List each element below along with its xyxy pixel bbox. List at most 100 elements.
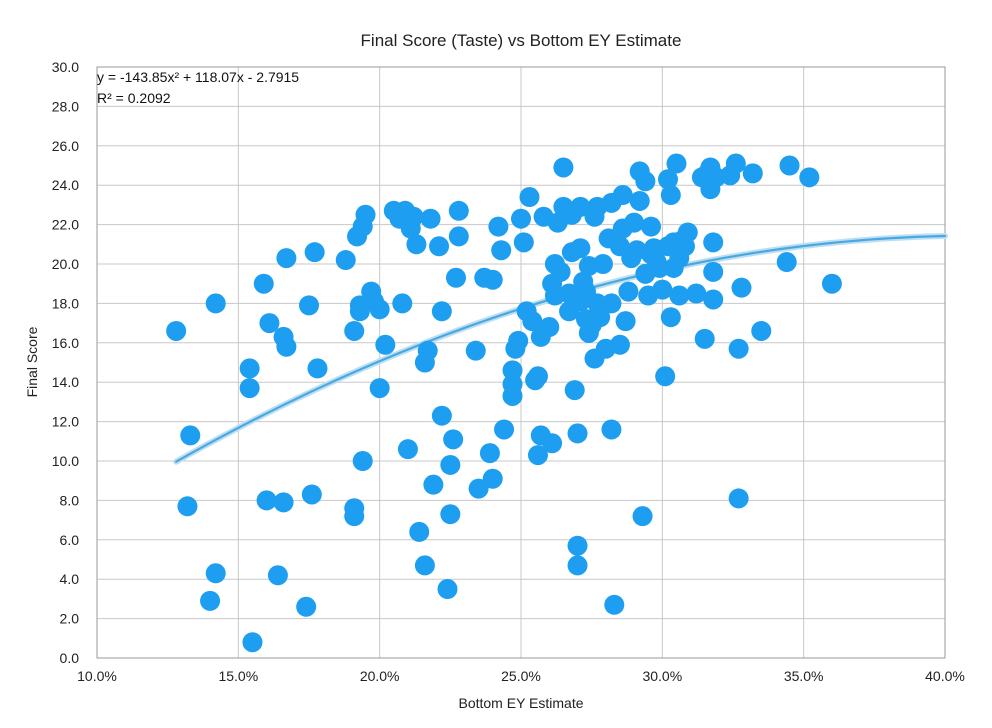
data-point [355,204,376,225]
data-point [649,257,670,278]
data-point [511,208,531,229]
data-point [479,443,500,464]
data-point [821,273,842,294]
y-tick-label: 10.0 [52,453,79,469]
data-point [624,212,645,233]
data-point [267,565,288,586]
data-point [635,171,656,192]
data-point [488,216,509,237]
data-point [200,590,221,611]
data-point [728,338,749,359]
data-point [731,277,752,298]
data-point [629,190,650,211]
y-tick-label: 12.0 [52,414,79,430]
y-tick-label: 28.0 [52,98,79,114]
plot-frame [96,66,946,659]
x-tick-label: 30.0% [642,668,682,684]
data-point [205,293,226,314]
data-point [527,445,548,466]
data-point [519,187,540,208]
y-tick-label: 0.0 [60,650,80,666]
data-point [256,490,277,511]
data-point [276,336,297,357]
data-point [406,234,427,255]
y-tick-label: 22.0 [52,217,79,233]
x-tick-label: 15.0% [218,668,258,684]
data-point [392,293,413,314]
y-tick-label: 4.0 [60,571,80,587]
data-point [652,279,673,300]
x-tick-label: 40.0% [925,668,965,684]
data-point [431,405,452,426]
data-point [703,261,724,282]
data-point [513,232,534,253]
data-point [694,328,715,349]
data-point [660,307,681,328]
data-point [259,313,280,334]
data-point [686,283,707,304]
data-point [369,378,390,399]
data-point [491,240,512,261]
data-point [437,579,458,600]
data-point [751,320,772,341]
data-point [725,153,746,174]
data-point [703,289,724,310]
data-point [253,273,274,294]
data-point [369,299,390,320]
data-point [420,208,441,229]
y-tick-label: 8.0 [60,492,80,508]
data-point [403,206,424,227]
data-point [443,429,464,450]
data-points [166,153,842,653]
data-point [299,295,319,316]
y-axis-label: Final Score [24,326,40,397]
data-point [344,506,365,527]
data-point [440,504,461,525]
r-squared-label: R² = 0.2092 [97,90,171,106]
data-point [276,248,297,269]
data-point [429,236,450,257]
x-axis-label: Bottom EY Estimate [458,695,583,711]
data-point [375,334,396,355]
data-point [335,250,356,271]
data-point [632,506,653,527]
data-point [448,226,469,247]
data-point [397,439,418,460]
y-tick-label: 14.0 [52,374,79,390]
data-point [655,366,676,387]
data-point [242,632,263,653]
data-point [550,261,571,282]
data-point [669,285,690,306]
data-point [553,157,574,178]
data-point [570,238,591,259]
y-tick-label: 2.0 [60,611,80,627]
y-tick-label: 16.0 [52,335,79,351]
data-point [742,163,763,184]
data-point [304,242,325,263]
data-point [482,269,503,290]
data-point [431,301,452,322]
data-point [465,340,486,361]
x-tick-label: 35.0% [784,668,824,684]
data-point [615,311,636,332]
data-point [508,330,529,351]
data-point [666,153,687,174]
y-tick-label: 26.0 [52,138,79,154]
data-point [564,380,585,401]
y-tick-label: 24.0 [52,177,79,193]
data-point [703,232,724,253]
y-tick-label: 6.0 [60,532,80,548]
data-point [567,535,588,556]
data-point [570,196,591,217]
data-point [542,433,563,454]
data-point [296,596,317,617]
data-point [641,216,662,237]
data-point [440,454,461,475]
data-point [239,378,260,399]
y-tick-label: 18.0 [52,295,79,311]
data-point [799,167,820,188]
y-tick-label: 30.0 [52,59,79,75]
data-point [677,222,698,243]
